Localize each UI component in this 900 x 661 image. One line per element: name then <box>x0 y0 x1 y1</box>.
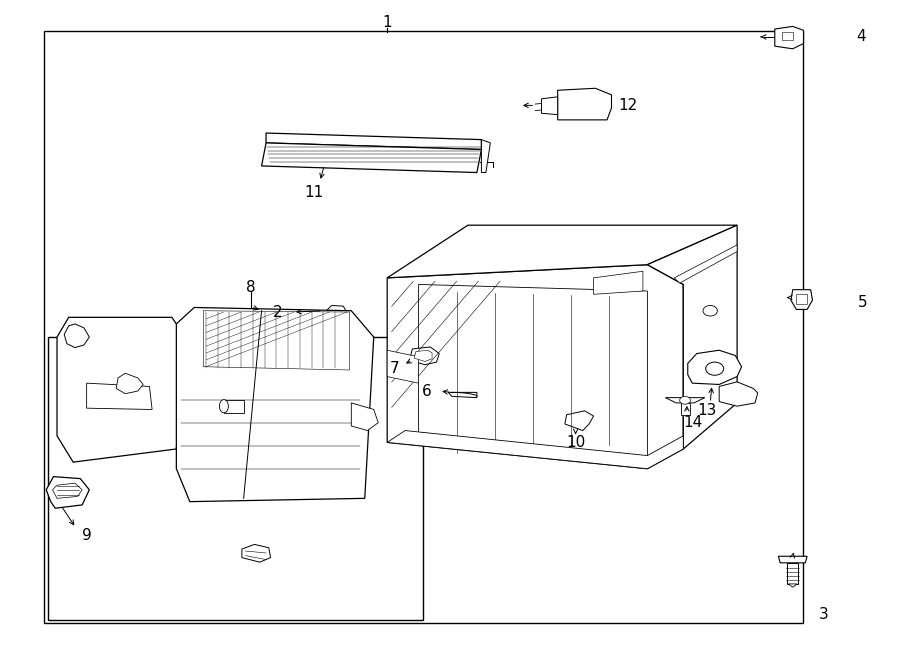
Polygon shape <box>719 382 758 407</box>
Polygon shape <box>351 403 378 430</box>
Polygon shape <box>665 398 705 403</box>
Polygon shape <box>64 324 89 348</box>
Polygon shape <box>296 311 322 324</box>
Polygon shape <box>46 477 89 508</box>
Polygon shape <box>203 311 349 370</box>
Bar <box>48 337 423 620</box>
Text: 14: 14 <box>683 415 703 430</box>
Circle shape <box>703 305 717 316</box>
Polygon shape <box>57 317 185 462</box>
Polygon shape <box>788 563 798 584</box>
Polygon shape <box>387 350 418 383</box>
Polygon shape <box>116 373 143 394</box>
Polygon shape <box>775 26 804 49</box>
Polygon shape <box>266 133 482 149</box>
Polygon shape <box>414 350 432 362</box>
Text: 7: 7 <box>390 360 400 375</box>
Text: 5: 5 <box>858 295 868 311</box>
Bar <box>44 31 803 623</box>
Polygon shape <box>542 97 558 114</box>
Polygon shape <box>448 393 477 398</box>
Polygon shape <box>558 89 611 120</box>
Polygon shape <box>387 264 683 469</box>
Text: 1: 1 <box>382 15 392 30</box>
Circle shape <box>680 397 690 405</box>
Circle shape <box>706 362 724 375</box>
Polygon shape <box>680 403 689 414</box>
Polygon shape <box>387 430 683 469</box>
Polygon shape <box>482 139 490 173</box>
Polygon shape <box>322 305 347 321</box>
Polygon shape <box>52 483 82 498</box>
Polygon shape <box>410 347 439 365</box>
Polygon shape <box>242 545 271 563</box>
Polygon shape <box>788 584 797 587</box>
Text: 9: 9 <box>82 528 92 543</box>
Text: 8: 8 <box>246 280 256 295</box>
Polygon shape <box>688 350 742 385</box>
Polygon shape <box>387 225 737 278</box>
Text: 2: 2 <box>273 305 283 319</box>
Polygon shape <box>674 245 737 283</box>
Polygon shape <box>782 32 793 40</box>
Polygon shape <box>565 410 594 430</box>
Text: 12: 12 <box>618 98 637 113</box>
Polygon shape <box>418 284 647 459</box>
Text: 3: 3 <box>819 607 829 623</box>
Text: 6: 6 <box>422 383 431 399</box>
Polygon shape <box>796 293 807 304</box>
Text: 13: 13 <box>697 403 716 418</box>
Polygon shape <box>594 271 643 294</box>
Polygon shape <box>778 557 807 563</box>
Text: 4: 4 <box>856 30 866 44</box>
Polygon shape <box>647 225 737 449</box>
Polygon shape <box>224 400 244 412</box>
Text: 11: 11 <box>304 185 323 200</box>
Text: 10: 10 <box>566 435 585 450</box>
Polygon shape <box>176 307 374 502</box>
Ellipse shape <box>220 400 229 412</box>
Polygon shape <box>86 383 152 409</box>
Polygon shape <box>791 290 813 309</box>
Polygon shape <box>262 143 482 173</box>
